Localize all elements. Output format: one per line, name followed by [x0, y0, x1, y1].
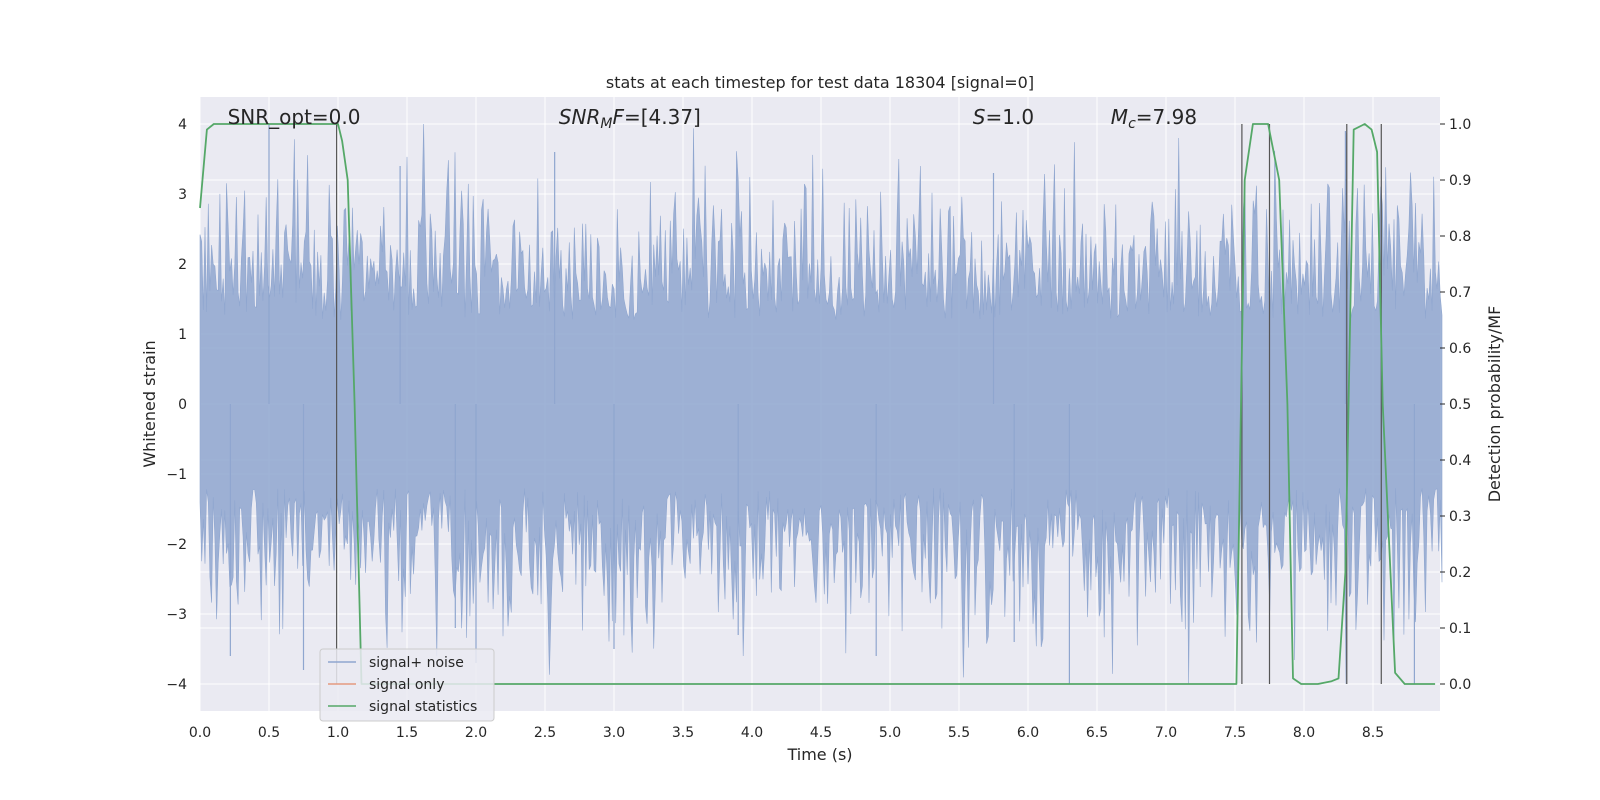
x-tick-label: 4.0 — [741, 725, 763, 741]
legend-label-signal-statistics: signal statistics — [369, 699, 477, 715]
y-tick-label-right: 0.8 — [1449, 229, 1471, 245]
legend-box — [319, 648, 495, 722]
y-tick-label-right: 0.4 — [1449, 453, 1471, 469]
y-axis-label-right: Detection probability/MF — [1485, 306, 1504, 503]
signal-statistics-line — [199, 123, 1436, 685]
y-tick-label-right: 0.7 — [1449, 285, 1471, 301]
y-axis-label-left: Whitened strain — [140, 340, 159, 467]
y-tick-label-right: 0.2 — [1449, 565, 1471, 581]
x-tick-label: 1.0 — [327, 725, 349, 741]
x-tick-label: 6.5 — [1086, 725, 1108, 741]
y-tick-label-right: 0.0 — [1449, 677, 1471, 693]
y-tick-label-left: 4 — [178, 117, 187, 133]
x-tick-label: 6.0 — [1017, 725, 1039, 741]
x-tick-label: 8.0 — [1293, 725, 1315, 741]
y-tick-label-left: −3 — [166, 607, 187, 623]
x-tick-label: 5.0 — [879, 725, 901, 741]
x-tick-label: 1.5 — [396, 725, 418, 741]
x-tick-label: 0.0 — [189, 725, 211, 741]
x-tick-label: 5.5 — [948, 725, 970, 741]
annotation: S=1.0 — [973, 105, 1034, 129]
y-tick-label-right: 0.5 — [1449, 397, 1471, 413]
y-tick-label-left: −2 — [166, 537, 187, 553]
y-tick-label-left: −4 — [166, 677, 187, 693]
chart-title: stats at each timestep for test data 183… — [606, 73, 1034, 92]
x-tick-label: 8.5 — [1362, 725, 1384, 741]
legend-label-signal-noise: signal+ noise — [369, 655, 464, 671]
y-tick-label-left: 1 — [178, 327, 187, 343]
annotations: SNR_opt=0.0 SNRMF=[4.37] S=1.0 Mc=7.98 — [228, 105, 1197, 132]
y-tick-label-left: 2 — [178, 257, 187, 273]
y-tick-label-right: 1.0 — [1449, 117, 1471, 133]
series-signal-statistics — [199, 123, 1436, 685]
x-tick-label: 7.5 — [1224, 725, 1246, 741]
annotation: Mc=7.98 — [1111, 105, 1197, 132]
x-tick-label: 3.5 — [672, 725, 694, 741]
y-tick-label-left: 0 — [178, 397, 187, 413]
noise-band — [199, 123, 1443, 685]
x-tick-label: 2.0 — [465, 725, 487, 741]
annotation: SNR_opt=0.0 — [228, 105, 361, 129]
y-tick-label-right: 0.9 — [1449, 173, 1471, 189]
y-tick-label-left: 3 — [178, 187, 187, 203]
x-tick-label: 0.5 — [258, 725, 280, 741]
y-tick-label-left: −1 — [166, 467, 187, 483]
annotation: SNRMF=[4.37] — [559, 105, 701, 132]
x-tick-label: 2.5 — [534, 725, 556, 741]
legend: signal+ noise signal only signal statist… — [319, 648, 495, 722]
legend-label-signal-only: signal only — [369, 677, 444, 693]
y-tick-label-right: 0.3 — [1449, 509, 1471, 525]
series-signal-noise — [199, 123, 1443, 685]
x-axis-label: Time (s) — [786, 745, 852, 764]
x-tick-label: 3.0 — [603, 725, 625, 741]
y-tick-label-right: 0.6 — [1449, 341, 1471, 357]
x-tick-label: 4.5 — [810, 725, 832, 741]
axis-ticks: 0.0 0.5 1.0 1.5 2.0 2.5 3.0 3.5 4.0 4.5 5.0 5.5 6.0 6… — [166, 117, 1471, 741]
y-tick-label-right: 0.1 — [1449, 621, 1471, 637]
x-tick-label: 7.0 — [1155, 725, 1177, 741]
